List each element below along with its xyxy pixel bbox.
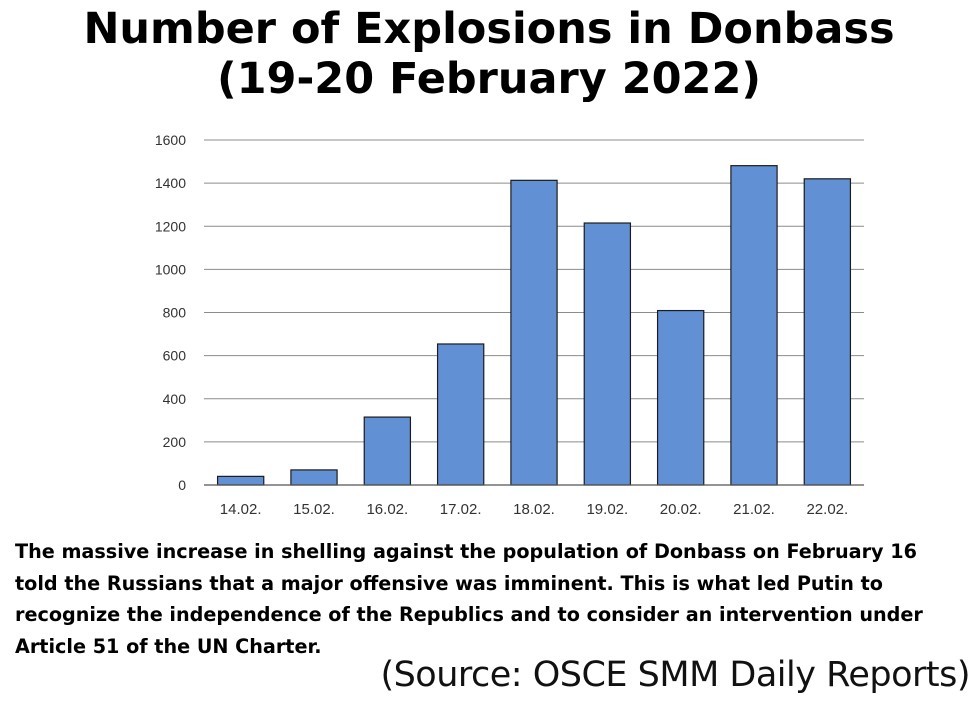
bars (216, 165, 852, 486)
bar (510, 179, 558, 486)
x-tick-labels: 14.02. 15.02. 16.02. 17.02. 18.02. 19.02. 20.0… (220, 501, 848, 518)
y-tick-label: 1600 (155, 132, 186, 148)
bar (216, 475, 265, 486)
bar (363, 416, 412, 486)
bar (436, 343, 485, 486)
x-tick-label: 22.02. (806, 501, 848, 518)
x-tick-label: 16.02. (366, 501, 408, 518)
bar (290, 469, 338, 486)
y-tick-label: 400 (163, 391, 187, 407)
bar (803, 178, 852, 486)
y-tick-label: 600 (163, 348, 187, 364)
x-tick-label: 20.02. (660, 501, 702, 518)
x-tick-label: 18.02. (513, 501, 555, 518)
chart-title-line-1: Number of Explosions in Donbass (83, 4, 895, 54)
x-tick-label: 19.02. (586, 501, 628, 518)
bar (656, 309, 705, 486)
x-tick-label: 17.02. (440, 501, 482, 518)
bar (583, 222, 632, 486)
caption-text: The massive increase in shelling against… (15, 540, 923, 658)
bar-chart: 0 200 400 600 800 1000 1200 1400 1600 14.02. 15.0… (155, 132, 864, 518)
bar (730, 165, 778, 486)
x-tick-label: 15.02. (293, 501, 335, 518)
y-tick-label: 1000 (155, 261, 186, 277)
y-tick-label: 800 (163, 305, 187, 321)
chart-title: Number of Explosions in Donbass (19-20 F… (0, 4, 978, 104)
y-tick-labels: 0 200 400 600 800 1000 1200 1400 1600 (155, 132, 186, 493)
x-tick-label: 21.02. (733, 501, 775, 518)
chart-title-line-2: (19-20 February 2022) (216, 54, 762, 104)
source-note: (Source: OSCE SMM Daily Reports) (380, 655, 970, 695)
y-tick-label: 1200 (155, 218, 186, 234)
y-tick-label: 1400 (155, 175, 186, 191)
x-tick-label: 14.02. (220, 501, 262, 518)
y-tick-label: 200 (163, 434, 187, 450)
y-tick-label: 0 (178, 477, 186, 493)
